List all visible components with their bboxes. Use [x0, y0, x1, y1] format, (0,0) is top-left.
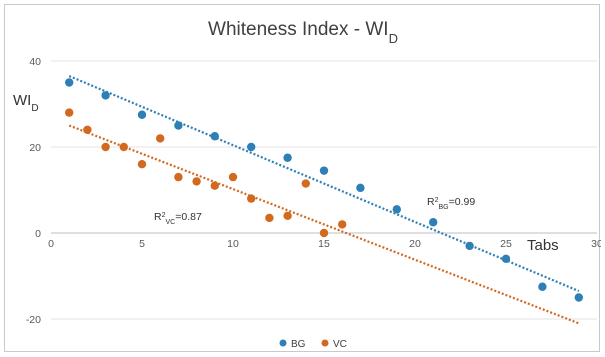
legend-marker-bg: [279, 339, 287, 347]
chart-text: -20 0 20 40 0 5 10 15 20 25 30 Whiteness Index - WI…: [13, 19, 601, 326]
point-vc: [283, 211, 292, 220]
grid: [51, 60, 597, 320]
legend-label-bg: BG: [291, 339, 306, 350]
y-tick-label: 40: [29, 56, 41, 68]
point-vc: [338, 220, 347, 229]
point-bg: [465, 241, 474, 251]
r-squared-vc: R2VC=0.87: [154, 211, 202, 226]
point-bg: [174, 121, 183, 130]
point-bg: [65, 78, 74, 87]
point-bg: [574, 293, 583, 302]
legend-item-vc[interactable]: VC: [321, 339, 347, 350]
point-bg: [283, 153, 292, 162]
data-points: [65, 78, 583, 302]
chart-title: Whiteness Index - WID: [208, 19, 398, 46]
x-tick-label: 0: [48, 238, 54, 250]
point-bg: [538, 282, 547, 291]
y-axis-label: WID: [13, 92, 39, 114]
point-vc: [301, 179, 310, 188]
point-bg: [392, 205, 401, 214]
point-vc: [137, 160, 147, 169]
y-tick-label: -20: [26, 314, 41, 326]
x-tick-label: 30: [591, 238, 601, 250]
point-vc: [247, 194, 256, 203]
point-vc: [210, 181, 219, 190]
trendline-bg: [68, 75, 580, 293]
point-vc: [119, 142, 128, 152]
point-vc: [228, 172, 238, 182]
point-bg: [501, 254, 511, 263]
point-bg: [101, 91, 110, 100]
trendline-vc: [68, 124, 580, 325]
r-squared-bg: R2BG=0.99: [427, 196, 475, 211]
legend-label-vc: VC: [333, 339, 347, 350]
point-vc: [65, 108, 74, 117]
point-bg: [137, 110, 147, 119]
legend-marker-vc: [321, 339, 329, 347]
point-bg: [210, 132, 219, 141]
point-vc: [156, 134, 165, 143]
x-tick-label: 10: [227, 238, 239, 250]
point-bg: [429, 218, 438, 227]
scatter-chart: -20 0 20 40 0 5 10 15 20 25 30 Whiteness Index - WI…: [13, 19, 601, 350]
x-tick-label: 25: [500, 238, 512, 250]
trendlines: [68, 75, 580, 325]
x-tick-label: 15: [318, 238, 330, 250]
point-vc: [192, 177, 201, 186]
point-vc: [83, 125, 92, 134]
legend[interactable]: BG VC: [279, 339, 347, 350]
point-vc: [265, 213, 274, 223]
point-bg: [356, 183, 365, 193]
point-vc: [174, 172, 183, 182]
legend-item-bg[interactable]: BG: [279, 339, 306, 350]
y-tick-label: 20: [29, 142, 41, 154]
x-tick-label: 20: [409, 238, 421, 250]
y-tick-label: 0: [35, 228, 41, 240]
x-tick-label: 5: [139, 238, 145, 250]
chart-frame: -20 0 20 40 0 5 10 15 20 25 30 Whiteness Index - WI…: [4, 4, 601, 352]
x-axis-label: Tabs: [527, 237, 559, 254]
point-bg: [319, 166, 329, 175]
point-bg: [247, 142, 256, 152]
point-vc: [319, 228, 329, 238]
point-vc: [101, 142, 110, 152]
